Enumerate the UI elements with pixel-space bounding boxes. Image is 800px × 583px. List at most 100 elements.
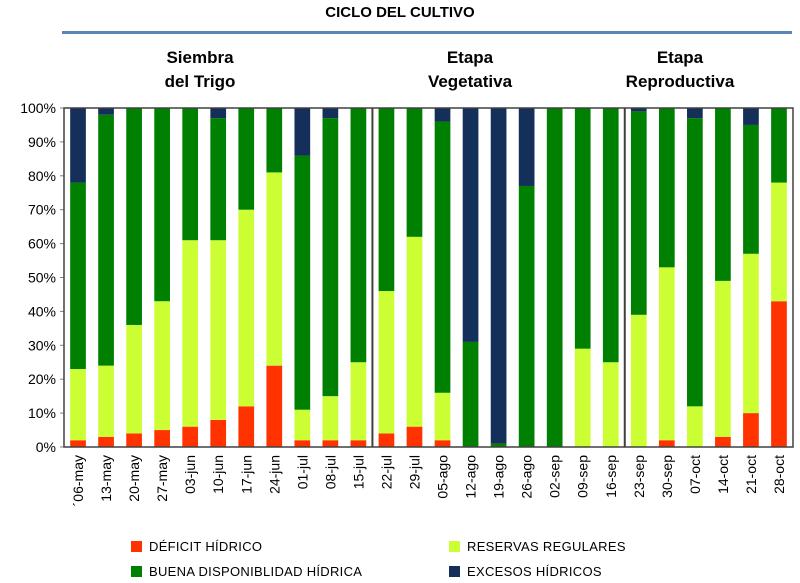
y-tick-label: 30%	[28, 337, 56, 353]
x-tick-label: 03-jun	[182, 455, 198, 494]
bar-segment-1	[182, 240, 199, 427]
bar-segment-0	[126, 433, 142, 447]
bar-segment-0	[378, 433, 395, 447]
plot-area	[64, 108, 793, 447]
bar-segment-1	[574, 348, 591, 447]
stage-label-line: Etapa	[446, 48, 494, 67]
bar-segment-0	[434, 440, 451, 447]
bar-segment-2	[182, 108, 199, 241]
y-tick-label: 10%	[28, 405, 56, 421]
bar-segment-1	[322, 396, 339, 441]
bar-segment-3	[294, 108, 311, 156]
bar-segment-1	[294, 409, 311, 441]
legend-label: RESERVAS REGULARES	[467, 539, 626, 554]
bar-segment-2	[238, 108, 255, 210]
y-tick-label: 50%	[28, 270, 56, 286]
x-tick-label: 01-jul	[294, 455, 310, 489]
y-tick-label: 40%	[28, 303, 56, 319]
bar-segment-1	[715, 280, 731, 437]
legend-swatch	[131, 541, 142, 552]
bar-segment-0	[406, 426, 423, 447]
bar-segment-1	[350, 362, 367, 441]
bar-segment-3	[687, 108, 703, 119]
bar-segment-1	[771, 182, 787, 302]
stage-label-vegetative: Etapa Vegetativa	[390, 46, 550, 94]
bar-segment-3	[322, 108, 339, 119]
x-tick-label: 14-oct	[715, 455, 731, 494]
y-tick-label: 20%	[28, 371, 56, 387]
x-tick-label: ´06-may	[70, 455, 86, 506]
x-tick-label: 20-may	[126, 455, 142, 502]
y-tick-label: 90%	[28, 134, 56, 150]
x-tick-label: 05-ago	[435, 455, 451, 499]
bar-segment-2	[98, 114, 114, 366]
bar-segment-0	[771, 301, 787, 447]
bar-segment-2	[406, 108, 423, 237]
y-tick-label: 70%	[28, 202, 56, 218]
legend-item-regular: RESERVAS REGULARES	[449, 539, 626, 554]
bar-segment-2	[126, 108, 142, 325]
bar-segment-3	[743, 108, 759, 125]
bar-segment-1	[743, 253, 759, 414]
bar-segment-2	[70, 182, 86, 370]
bar-segment-2	[434, 121, 451, 393]
bar-segment-2	[210, 118, 227, 241]
bar-segment-1	[630, 314, 647, 447]
legend-label: EXCESOS HÍDRICOS	[467, 564, 602, 579]
bar-segment-3	[210, 108, 227, 119]
x-tick-label: 13-may	[98, 455, 114, 502]
bar-segment-2	[546, 108, 563, 447]
legend-item-good: BUENA DISPONIBLIDAD HÍDRICA	[131, 564, 362, 579]
bar-segment-2	[602, 108, 619, 363]
bar-segment-1	[406, 236, 423, 427]
x-tick-label: 10-jun	[210, 455, 226, 494]
bar-segment-1	[434, 392, 451, 441]
bar-segment-2	[294, 155, 311, 410]
legend-item-deficit: DÉFICIT HÍDRICO	[131, 539, 262, 554]
bar-segment-2	[771, 108, 787, 183]
x-tick-label: 22-jul	[378, 455, 394, 489]
bar-segment-0	[98, 436, 114, 447]
stage-label-line: Vegetativa	[427, 72, 513, 91]
bar-segment-1	[658, 267, 675, 441]
stage-label-line: Reproductiva	[625, 72, 735, 91]
legend-item-excess: EXCESOS HÍDRICOS	[449, 564, 602, 579]
x-tick-label: 24-jun	[266, 455, 282, 494]
bar-segment-2	[743, 124, 759, 254]
legend-swatch	[449, 541, 460, 552]
bar-segment-3	[518, 108, 535, 186]
x-tick-label: 28-oct	[771, 455, 787, 494]
bar-segment-0	[238, 406, 255, 447]
bar-segment-2	[715, 108, 731, 281]
bar-segment-0	[266, 365, 283, 447]
y-tick-label: 0%	[36, 439, 56, 455]
bar-segment-2	[658, 108, 675, 268]
stage-label-reproductive: Etapa Reproductiva	[600, 46, 760, 94]
bar-segment-3	[490, 108, 507, 444]
stage-label-sowing: Siembra del Trigo	[120, 46, 280, 94]
y-tick-label: 80%	[28, 168, 56, 184]
stage-label-line: del Trigo	[164, 72, 236, 91]
x-tick-label: 27-may	[154, 455, 170, 502]
bar-segment-3	[70, 108, 86, 183]
y-tick-label: 60%	[28, 236, 56, 252]
bar-segment-0	[294, 440, 311, 447]
bar-segment-1	[126, 324, 142, 434]
bar-segment-0	[322, 440, 339, 447]
x-tick-label: 17-jun	[238, 455, 254, 494]
bar-segment-1	[238, 209, 255, 407]
bar-segment-0	[182, 426, 199, 447]
bar-segment-1	[154, 301, 170, 431]
x-tick-label: 09-sep	[575, 455, 591, 498]
legend-swatch	[449, 566, 460, 577]
bar-segment-1	[210, 240, 227, 420]
title-rule	[62, 31, 792, 34]
legend-label: BUENA DISPONIBLIDAD HÍDRICA	[149, 564, 363, 579]
x-tick-label: 16-sep	[603, 455, 619, 498]
bar-segment-2	[154, 108, 170, 302]
bar-segment-3	[434, 108, 451, 122]
x-tick-label: 26-ago	[519, 455, 535, 499]
bar-segment-2	[574, 108, 591, 349]
chart-title: CICLO DEL CULTIVO	[325, 4, 475, 21]
bar-segment-3	[630, 108, 647, 112]
